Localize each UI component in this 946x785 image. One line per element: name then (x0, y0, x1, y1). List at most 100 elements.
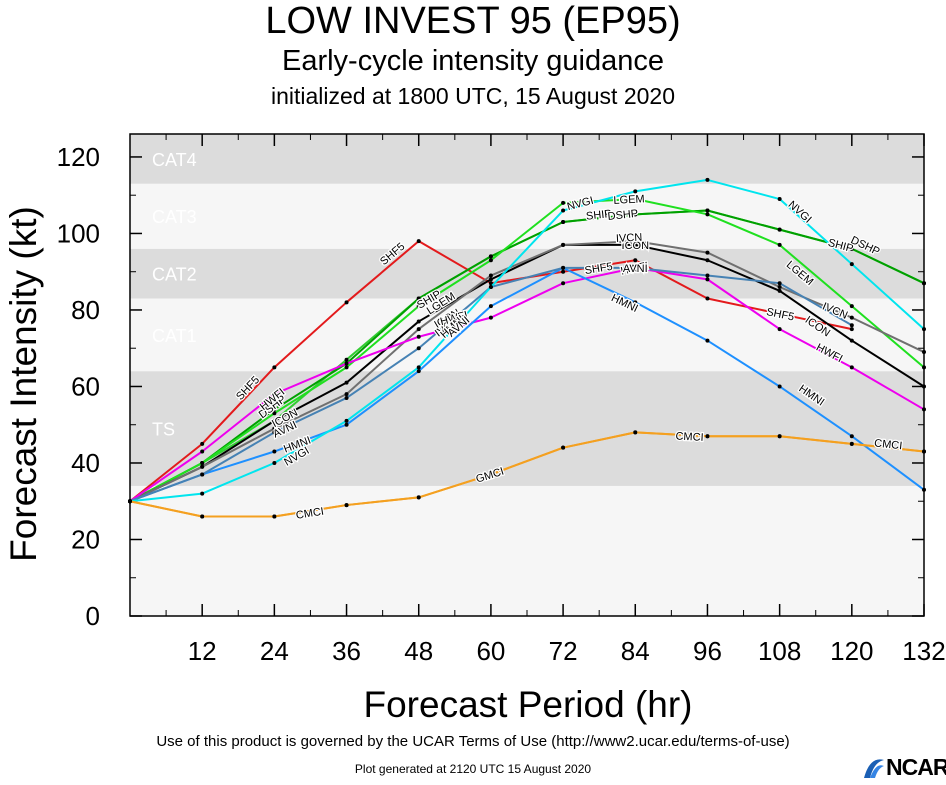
series-point-nvgi-12 (200, 491, 205, 496)
y-axis-label: Forecast Intensity (kt) (3, 206, 44, 562)
series-point-icon-84 (633, 242, 638, 247)
series-point-hwfi-72 (561, 281, 566, 286)
series-point-avni-84 (633, 265, 638, 270)
series-point-avni-48 (416, 346, 421, 351)
ncar-logo-icon (864, 759, 884, 778)
series-point-icon-120 (849, 338, 854, 343)
series-point-hwfi-48 (416, 334, 421, 339)
series-point-avni-72 (561, 265, 566, 270)
series-point-ivcn-84 (633, 239, 638, 244)
series-point-ivcn-48 (416, 327, 421, 332)
series-line-nvgi (129, 178, 925, 503)
y-tick-label-100: 100 (57, 218, 100, 248)
series-point-hmni-84 (633, 300, 638, 305)
series-label-icon-2: ICON (622, 240, 650, 252)
series-label-shf5-2: SHF5 (584, 261, 614, 277)
series-point-lgem-72 (561, 200, 566, 205)
series-point-lgem-48 (416, 304, 421, 309)
series-point-hwfi-60 (488, 315, 493, 320)
series-point-hmni-120 (849, 434, 854, 439)
ncar-logo-text: NCAR (886, 754, 946, 780)
series-point-icon-132 (922, 384, 926, 389)
series-lgem (128, 197, 926, 504)
y-tick-label-40: 40 (71, 448, 100, 478)
y-tick-label-60: 60 (71, 371, 100, 401)
series-point-nvgi-120 (849, 262, 854, 267)
series-point-shf5-72 (561, 269, 566, 274)
series-line-hmni (129, 266, 925, 503)
series-point-lgem-84 (633, 197, 638, 202)
series-point-nvgi-24 (272, 460, 277, 465)
series-point-hmni-60 (488, 304, 493, 309)
series-point-ivcn-24 (272, 426, 277, 431)
series-point-ivcn-36 (344, 392, 349, 397)
series-label-cmci-2: CMCI (874, 437, 903, 452)
series-point-cmci-132 (922, 449, 926, 454)
series-point-shf5-36 (344, 300, 349, 305)
x-tick-label-132: 132 (902, 636, 945, 666)
series-point-hmni-132 (922, 487, 926, 492)
series-point-nvgi-96 (705, 177, 710, 182)
series-label-lgem-1: LGEM (613, 193, 645, 207)
series-point-lgem-60 (488, 258, 493, 263)
x-tick-label-60: 60 (476, 636, 505, 666)
band-cat4 (130, 134, 924, 184)
x-tick-label-120: 120 (830, 636, 873, 666)
plot-generated-time: Plot generated at 2120 UTC 15 August 202… (354, 762, 592, 776)
series-point-icon-36 (344, 380, 349, 385)
series-label-avni-2: AVNI (623, 263, 648, 275)
band-cat3 (130, 183, 924, 249)
series-point-avni-96 (705, 273, 710, 278)
x-tick-label-72: 72 (549, 636, 578, 666)
series-point-avni-12 (200, 472, 205, 477)
series-point-ivcn-120 (849, 315, 854, 320)
x-tick-label-36: 36 (332, 636, 361, 666)
series-point-cmci-36 (344, 503, 349, 508)
series-label-ship-1: SHIP (585, 208, 612, 223)
series-label-cmci-0: CMCI (295, 506, 325, 522)
y-tick-label-80: 80 (71, 295, 100, 325)
series-point-ivcn-72 (561, 242, 566, 247)
y-tick-label-20: 20 (71, 524, 100, 554)
band-label-cat4: CAT4 (152, 150, 197, 170)
series-point-lgem-108 (777, 242, 782, 247)
series-point-hwfi-12 (200, 449, 205, 454)
series-label-dshp-1: DSHP (607, 208, 639, 223)
y-tick-label-120: 120 (57, 142, 100, 172)
series-point-dshp-96 (705, 208, 710, 213)
series-point-shf5-108 (777, 311, 782, 316)
series-point-hwfi-36 (344, 361, 349, 366)
chart-init-time: initialized at 1800 UTC, 15 August 2020 (270, 83, 676, 109)
series-cmci (128, 430, 926, 519)
series-point-hmni-24 (272, 449, 277, 454)
band-label-cat1: CAT1 (152, 326, 197, 346)
series-point-dshp-132 (922, 281, 926, 286)
series-point-ivcn-96 (705, 250, 710, 255)
series-point-ivcn-60 (488, 273, 493, 278)
series-point-dshp-72 (561, 219, 566, 224)
series-point-shf5-12 (200, 441, 205, 446)
series-line-cmci (129, 431, 925, 518)
x-tick-label-108: 108 (758, 636, 801, 666)
series-point-dshp-48 (416, 296, 421, 301)
series-point-hmni-108 (777, 384, 782, 389)
series-line-hwfi (129, 266, 925, 503)
series-point-lgem-120 (849, 304, 854, 309)
series-point-icon-48 (416, 319, 421, 324)
series-point-shf5-96 (705, 296, 710, 301)
series-point-cmci-60 (488, 472, 493, 477)
series-point-dshp-108 (777, 227, 782, 232)
series-point-icon-60 (488, 277, 493, 282)
series-point-icon-108 (777, 288, 782, 293)
series-point-cmci-0 (128, 499, 132, 504)
x-tick-label-84: 84 (621, 636, 650, 666)
series-point-nvgi-60 (488, 285, 493, 290)
series-point-shf5-60 (488, 281, 493, 286)
series-point-dshp-120 (849, 246, 854, 251)
x-tick-label-48: 48 (404, 636, 433, 666)
chart-subtitle: Early-cycle intensity guidance (281, 45, 664, 77)
series-point-nvgi-84 (633, 189, 638, 194)
series-point-cmci-108 (777, 434, 782, 439)
y-tick-label-0: 0 (86, 601, 100, 631)
chart-title: LOW INVEST 95 (EP95) (265, 0, 681, 42)
